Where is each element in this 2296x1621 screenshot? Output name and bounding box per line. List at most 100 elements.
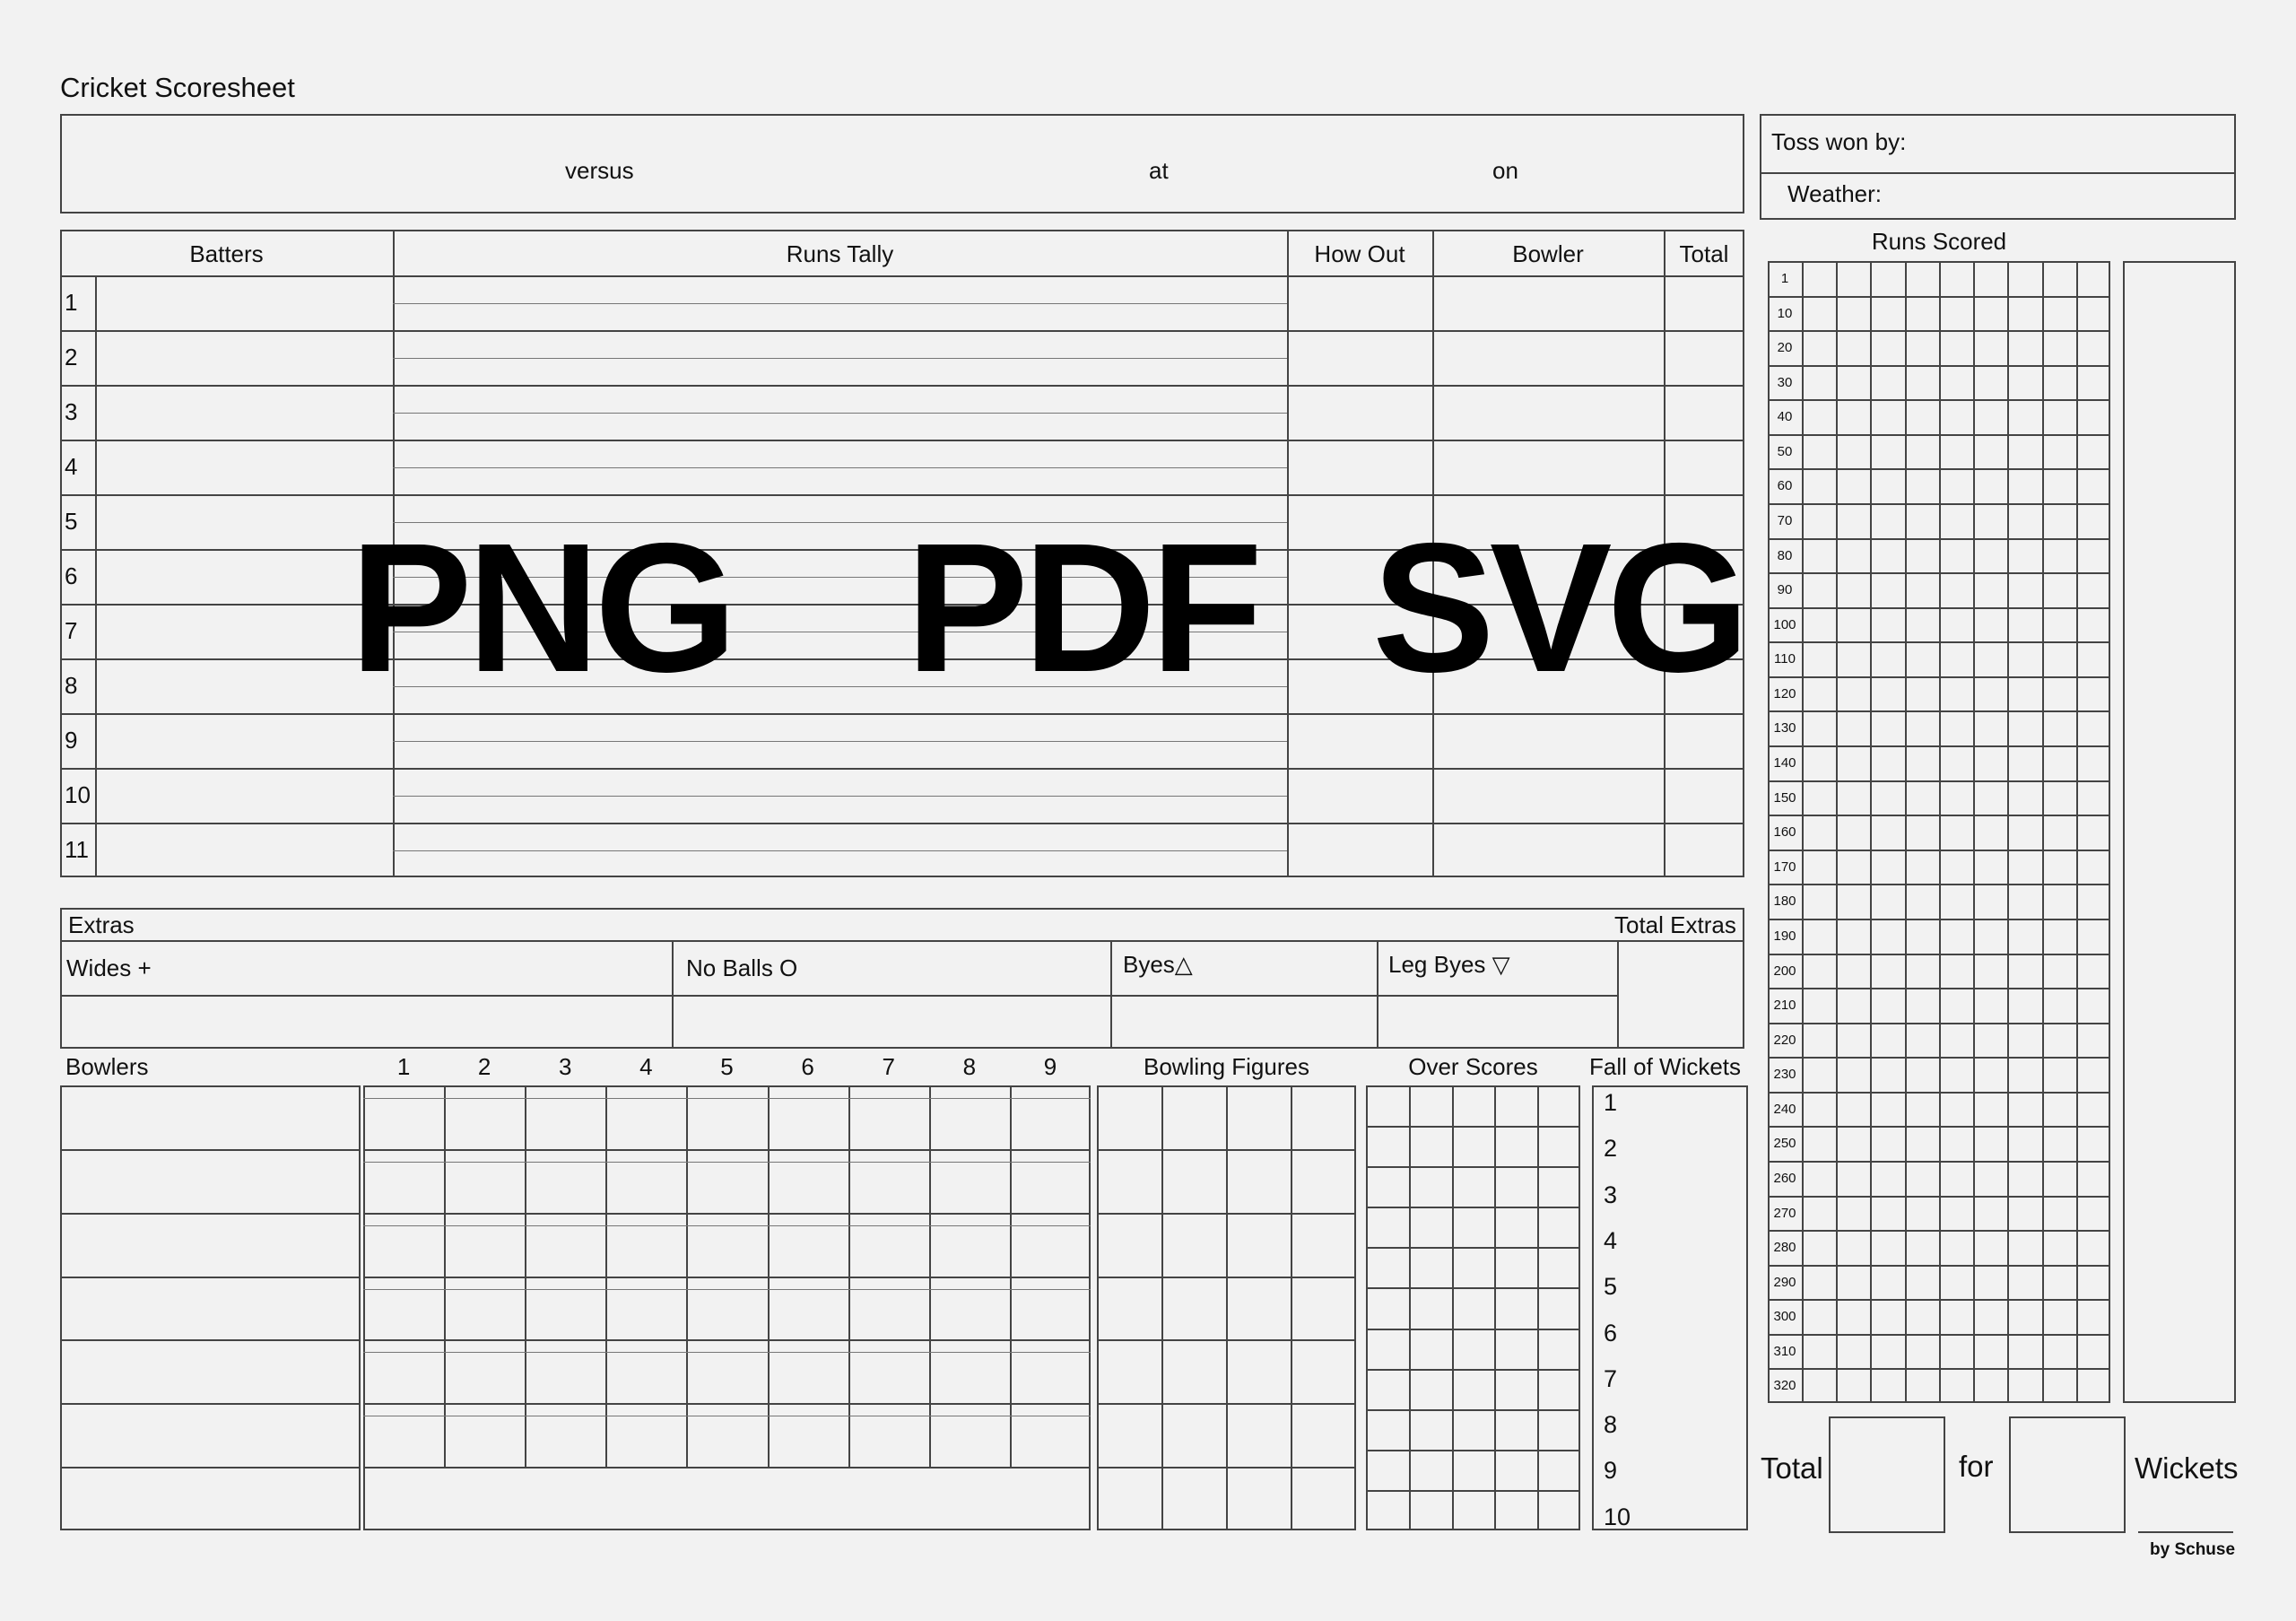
how-out-field[interactable] <box>1289 275 1431 330</box>
runs-row-divider <box>1768 815 2110 817</box>
bowler-field[interactable] <box>1434 768 1662 823</box>
runs-row-divider <box>1768 364 2110 367</box>
runs-row-divider <box>1768 1022 2110 1024</box>
for-label: for <box>1959 1450 1994 1483</box>
total-field[interactable] <box>1665 330 1743 385</box>
runs-row-divider <box>1768 641 2110 644</box>
batter-number: 1 <box>65 289 78 316</box>
bowler-field[interactable] <box>1434 275 1662 330</box>
column-divider <box>1664 230 1665 877</box>
over-subline <box>363 1352 1091 1354</box>
no-balls-label: No Balls O <box>686 954 798 981</box>
runs-col-divider <box>1973 261 1976 1403</box>
batter-name-field[interactable] <box>97 658 391 713</box>
over-number: 7 <box>882 1053 895 1080</box>
total-field[interactable] <box>1665 275 1743 330</box>
number-divider <box>95 275 97 877</box>
runs-row-divider <box>1768 330 2110 333</box>
over-scores-divider <box>1494 1085 1497 1530</box>
figures-row-divider <box>1097 1467 1356 1469</box>
on-label: on <box>1492 157 1518 184</box>
runs-col-divider <box>1870 261 1873 1403</box>
row-divider <box>60 440 1744 441</box>
bowler-field[interactable] <box>1434 823 1662 877</box>
over-number: 3 <box>559 1053 572 1080</box>
runs-row-label: 190 <box>1773 928 1796 944</box>
total-label: Total <box>1761 1451 1823 1485</box>
runs-col-divider <box>1938 261 1941 1403</box>
runs-row-divider <box>1768 675 2110 678</box>
batter-name-field[interactable] <box>97 713 391 768</box>
over-subline <box>363 1161 1091 1163</box>
runs-row-divider <box>1768 884 2110 886</box>
batter-name-field[interactable] <box>97 385 391 440</box>
batter-name-field[interactable] <box>97 823 391 877</box>
batter-name-field[interactable] <box>97 330 391 385</box>
figures-divider <box>1161 1085 1163 1530</box>
runs-row-label: 280 <box>1773 1240 1796 1256</box>
credit-text: by Schuse <box>2150 1540 2236 1559</box>
batter-name-field[interactable] <box>97 494 391 549</box>
toss-weather-box[interactable] <box>1760 114 2236 220</box>
over-scores-row-divider <box>1366 1166 1580 1169</box>
how-out-field[interactable] <box>1289 713 1431 768</box>
watermark-png: PNG <box>350 505 737 710</box>
bowler-field[interactable] <box>1434 330 1662 385</box>
how-out-field[interactable] <box>1289 440 1431 494</box>
batter-name-field[interactable] <box>97 549 391 604</box>
runs-row-label: 170 <box>1773 858 1796 875</box>
bowler-row-divider <box>60 1148 361 1151</box>
runs-row-label: 40 <box>1777 409 1793 425</box>
runs-row-divider <box>1768 988 2110 990</box>
runs-row-divider <box>1768 433 2110 436</box>
total-box[interactable] <box>1829 1416 1945 1533</box>
runs-row-divider <box>1768 1230 2110 1233</box>
watermark-svg: SVG <box>1372 505 1750 710</box>
bowler-field[interactable] <box>1434 440 1662 494</box>
tally-line <box>393 521 1287 523</box>
bowler-row-divider <box>60 1276 361 1278</box>
figures-row-divider <box>1097 1212 1356 1215</box>
how-out-field[interactable] <box>1289 768 1431 823</box>
over-scores-row-divider <box>1366 1449 1580 1451</box>
over-scores-divider <box>1451 1085 1454 1530</box>
total-field[interactable] <box>1665 713 1743 768</box>
bowling-figures-label: Bowling Figures <box>1144 1053 1309 1080</box>
total-field[interactable] <box>1665 768 1743 823</box>
runs-row-label: 50 <box>1777 443 1793 459</box>
batter-name-field[interactable] <box>97 604 391 658</box>
how-out-field[interactable] <box>1289 823 1431 877</box>
fall-number: 5 <box>1604 1273 1618 1301</box>
total-field[interactable] <box>1665 440 1743 494</box>
runs-row-divider <box>1768 1368 2110 1371</box>
figures-row-divider <box>1097 1148 1356 1151</box>
batter-name-field[interactable] <box>97 440 391 494</box>
batter-name-field[interactable] <box>97 275 391 330</box>
total-field[interactable] <box>1665 823 1743 877</box>
runs-row-label: 160 <box>1773 824 1796 841</box>
batter-number: 10 <box>65 781 91 808</box>
wides-label: Wides + <box>66 954 152 981</box>
how-out-field[interactable] <box>1289 330 1431 385</box>
runs-row-divider <box>1768 572 2110 575</box>
signature-line <box>2138 1531 2233 1533</box>
over-row-divider <box>363 1339 1091 1342</box>
total-field[interactable] <box>1665 385 1743 440</box>
at-label: at <box>1149 157 1169 184</box>
batter-number: 5 <box>65 508 78 535</box>
bowler-field[interactable] <box>1434 713 1662 768</box>
wickets-box[interactable] <box>2009 1416 2126 1533</box>
how-out-field[interactable] <box>1289 385 1431 440</box>
column-header: Batters <box>189 240 264 267</box>
column-header: Bowler <box>1512 240 1584 267</box>
column-header: Total <box>1679 240 1729 267</box>
runs-row-divider <box>1768 953 2110 955</box>
runs-row-label: 220 <box>1773 1032 1796 1048</box>
bowler-row-divider <box>60 1339 361 1342</box>
divider <box>1617 940 1619 1049</box>
row-divider <box>60 713 1744 715</box>
match-header-box[interactable] <box>60 114 1744 214</box>
divider <box>60 940 1744 942</box>
bowler-field[interactable] <box>1434 385 1662 440</box>
batter-name-field[interactable] <box>97 768 391 823</box>
